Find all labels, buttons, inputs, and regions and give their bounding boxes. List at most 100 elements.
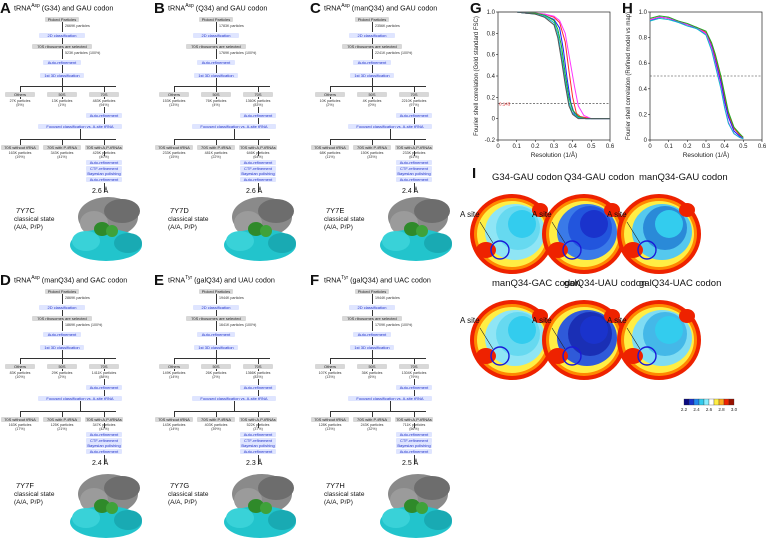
x-tick-label: 0.5 <box>739 144 748 150</box>
title-trna: tRNA <box>168 275 186 285</box>
map-label: G34-GAU codon <box>492 172 563 183</box>
connector-line <box>372 337 373 345</box>
connector-line <box>20 139 116 140</box>
y-tick-label: 0.8 <box>639 36 648 42</box>
resolution-density-region <box>580 210 608 238</box>
class-box-others: Others <box>315 364 345 369</box>
class-box-50s: 50S <box>357 92 387 97</box>
map-label: galQ34-UAU codon <box>564 278 647 289</box>
class-percent: (13%) <box>325 375 335 379</box>
connector-line <box>258 118 259 124</box>
local-resolution-map <box>542 300 626 380</box>
refinement-step-box: CTF-refinement <box>240 165 276 171</box>
classification-2d-box: 2D classification <box>39 305 85 310</box>
class-percent: (2%) <box>326 103 334 107</box>
subclass-count: 163K particles <box>8 151 32 155</box>
state-label-2: (A/A, P/P) <box>324 499 353 506</box>
connector-line <box>216 38 217 44</box>
select-70s-box: 70S ribosomes are selected <box>342 316 402 321</box>
class-count: 1411K particles <box>91 371 117 375</box>
density-blob <box>414 476 450 500</box>
panel-title: tRNAAsp (Q34) and GAU codon <box>168 3 267 12</box>
select-70s-box: 70S ribosomes are selected <box>32 316 92 321</box>
connector-line <box>20 86 116 87</box>
connector-line <box>258 411 259 417</box>
class-percent: (6%) <box>368 375 376 379</box>
connector-line <box>62 350 63 358</box>
local-resolution-map <box>470 194 554 274</box>
picked-particles-box: Picked Particles <box>355 17 389 22</box>
colorbar-segment <box>683 398 690 406</box>
picked-particles-count: 1944K particles <box>219 296 244 300</box>
picked-particles-count: 2669K particles <box>65 24 90 28</box>
select-70s-box: 70S ribosomes are selected <box>342 44 402 49</box>
picked-particles-box: Picked Particles <box>355 289 389 294</box>
panel-letter-e: E <box>154 272 165 289</box>
subclass-percent: (42%) <box>99 427 109 431</box>
density-blob <box>382 508 410 528</box>
picked-particles-box: Picked Particles <box>45 17 79 22</box>
connector-line <box>62 65 63 73</box>
connector-line <box>414 139 415 145</box>
a-site-label: A site <box>532 316 552 325</box>
refinement-step-box: CTF-refinement <box>86 437 122 443</box>
connector-line <box>62 78 63 86</box>
connector-line <box>104 107 105 113</box>
class-percent: (83%) <box>253 375 263 379</box>
title-amino-acid: Tyr <box>185 275 193 281</box>
connector-line <box>20 358 21 364</box>
classification-3d-box: 1st 3D classification <box>194 345 238 350</box>
x-tick-label: 0 <box>648 144 652 150</box>
auto-refinement-box: Auto-refinement <box>43 332 81 337</box>
connector-line <box>414 86 415 92</box>
density-blob <box>424 510 452 530</box>
y-tick-label: 0.4 <box>639 87 648 93</box>
subclass-percent: (15%) <box>169 155 179 159</box>
class-count: 1366K particles <box>245 371 271 375</box>
density-blob <box>258 476 294 500</box>
density-blob <box>404 499 420 513</box>
panel-letter-d: D <box>0 272 11 289</box>
connector-line <box>216 337 217 345</box>
density-blob <box>260 502 272 514</box>
subclass-box: 70S with P-tRNA <box>43 145 81 150</box>
connector-line <box>104 183 105 192</box>
connector-line <box>414 411 415 417</box>
refinement-step-box: Auto-refinement <box>396 432 432 437</box>
density-blob <box>226 508 254 528</box>
class-percent: (94%) <box>99 103 109 107</box>
pdb-code: 7Y7H <box>326 481 345 490</box>
subclass-box: 70S without tRNA <box>311 145 349 150</box>
colorbar-segment <box>688 398 695 406</box>
density-blob <box>268 233 296 253</box>
panel-letter-b: B <box>154 0 165 17</box>
title-modification-codon: (manQ34) and GAC codon <box>39 275 128 285</box>
state-label-2: (A/A, P/P) <box>168 499 197 506</box>
connector-line <box>174 411 175 417</box>
colorbar-segment <box>723 398 730 406</box>
resolution-density-region <box>623 348 643 364</box>
select-70s-count: 523K particles (100%) <box>65 51 101 55</box>
resolution-label: 2.4 Å <box>92 460 109 467</box>
picked-particles-box: Picked Particles <box>199 17 233 22</box>
connector-line <box>330 86 426 87</box>
ribosome-density-map <box>224 197 296 261</box>
pdb-code: 7Y7G <box>170 481 190 490</box>
a-site-pointer <box>626 327 641 350</box>
local-resolution-map <box>470 300 554 380</box>
resolution-density-region <box>679 203 695 217</box>
pdb-code: 7Y7F <box>16 481 34 490</box>
colorbar-tick-label: 2.6 <box>706 407 713 412</box>
class-box-50s: 50S <box>47 92 77 97</box>
class-box-50s: 50S <box>201 364 231 369</box>
connector-line <box>372 321 373 331</box>
density-blob <box>248 222 264 236</box>
threshold-label: 0.143 <box>499 101 511 106</box>
class-box-70s: 70S <box>399 364 429 369</box>
class-box-70s: 70S <box>243 92 273 97</box>
subclass-count: 233K particles <box>162 151 186 155</box>
refinement-step-box: Auto-refinement <box>86 176 122 182</box>
density-blob <box>104 199 140 223</box>
connector-line <box>104 379 105 385</box>
a-site-circle <box>637 240 657 260</box>
